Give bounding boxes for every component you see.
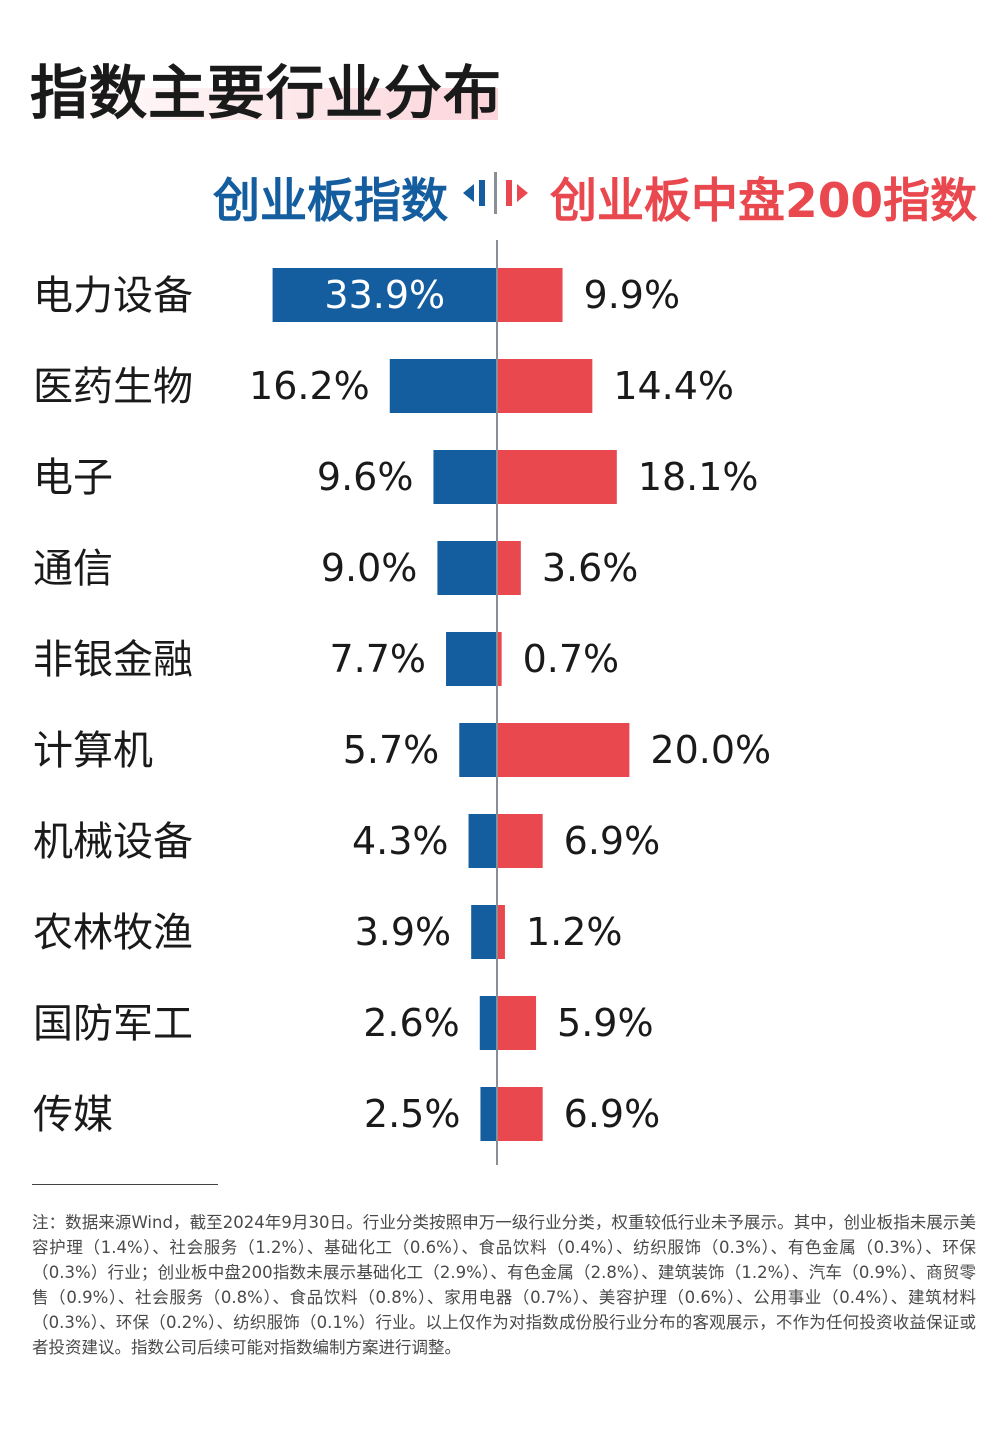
right-value-label: 6.9% (564, 1092, 661, 1136)
note-divider (32, 1184, 218, 1185)
right-bar (497, 723, 630, 777)
category-label: 机械设备 (33, 819, 193, 865)
right-bar (497, 1087, 543, 1141)
left-bar (459, 723, 497, 777)
left-value-label: 33.9% (324, 273, 445, 317)
right-value-label: 20.0% (650, 728, 771, 772)
category-label: 非银金融 (33, 637, 193, 683)
category-label: 计算机 (33, 728, 153, 774)
title-highlight (30, 88, 498, 120)
left-value-label: 9.0% (321, 546, 418, 590)
right-bar (497, 632, 502, 686)
left-bar (479, 996, 497, 1050)
category-label: 传媒 (33, 1092, 113, 1138)
right-value-label: 9.9% (584, 273, 681, 317)
left-value-label: 4.3% (352, 819, 449, 863)
left-value-label: 9.6% (317, 455, 414, 499)
category-label: 通信 (33, 546, 113, 592)
category-label: 农林牧渔 (33, 910, 193, 956)
right-value-label: 0.7% (523, 637, 620, 681)
legend-right-swatch (506, 180, 512, 206)
legend-left-swatch (479, 180, 485, 206)
category-label: 电子 (33, 455, 113, 501)
footnote: 注：数据来源Wind，截至2024年9月30日。行业分类按照申万一级行业分类，权… (32, 1213, 976, 1357)
right-bar (497, 814, 543, 868)
legend-marker (463, 172, 528, 214)
left-arrow-icon (463, 184, 474, 202)
left-value-label: 5.7% (343, 728, 440, 772)
left-value-label: 3.9% (355, 910, 452, 954)
right-bar (497, 905, 505, 959)
legend-divider (494, 172, 497, 214)
left-bar (437, 541, 497, 595)
right-value-label: 6.9% (564, 819, 661, 863)
left-value-label: 16.2% (249, 364, 370, 408)
right-bar (497, 268, 563, 322)
left-bar (433, 450, 497, 504)
right-bar (497, 541, 521, 595)
left-bar (272, 268, 497, 322)
category-label: 医药生物 (33, 364, 193, 410)
diverging-bar-chart: 电力设备 33.9% 9.9% 医药生物 16.2% 14.4% 电子 9.6% 18.1% 通信… (33, 240, 771, 1165)
right-value-label: 1.2% (526, 910, 623, 954)
left-bar (446, 632, 497, 686)
title-block: 指数主要行业分布 (30, 40, 501, 127)
left-bar (480, 1087, 497, 1141)
right-bar (497, 996, 537, 1050)
legend-left-label: 创业板指数 (213, 174, 448, 229)
page-title: 指数主要行业分布 (30, 59, 503, 127)
right-value-label: 3.6% (542, 546, 639, 590)
right-arrow-icon (517, 184, 528, 202)
category-label: 电力设备 (33, 273, 193, 319)
left-bar (389, 359, 497, 413)
right-bar (497, 450, 617, 504)
left-bar (468, 814, 497, 868)
right-value-label: 14.4% (613, 364, 734, 408)
left-value-label: 2.6% (363, 1001, 460, 1045)
left-value-label: 2.5% (364, 1092, 461, 1136)
right-value-label: 5.9% (557, 1001, 654, 1045)
right-bar (497, 359, 593, 413)
category-label: 国防军工 (33, 1001, 193, 1047)
left-bar (471, 905, 497, 959)
right-value-label: 18.1% (638, 455, 759, 499)
legend-right-label: 创业板中盘200指数 (550, 174, 978, 229)
left-value-label: 7.7% (329, 637, 426, 681)
